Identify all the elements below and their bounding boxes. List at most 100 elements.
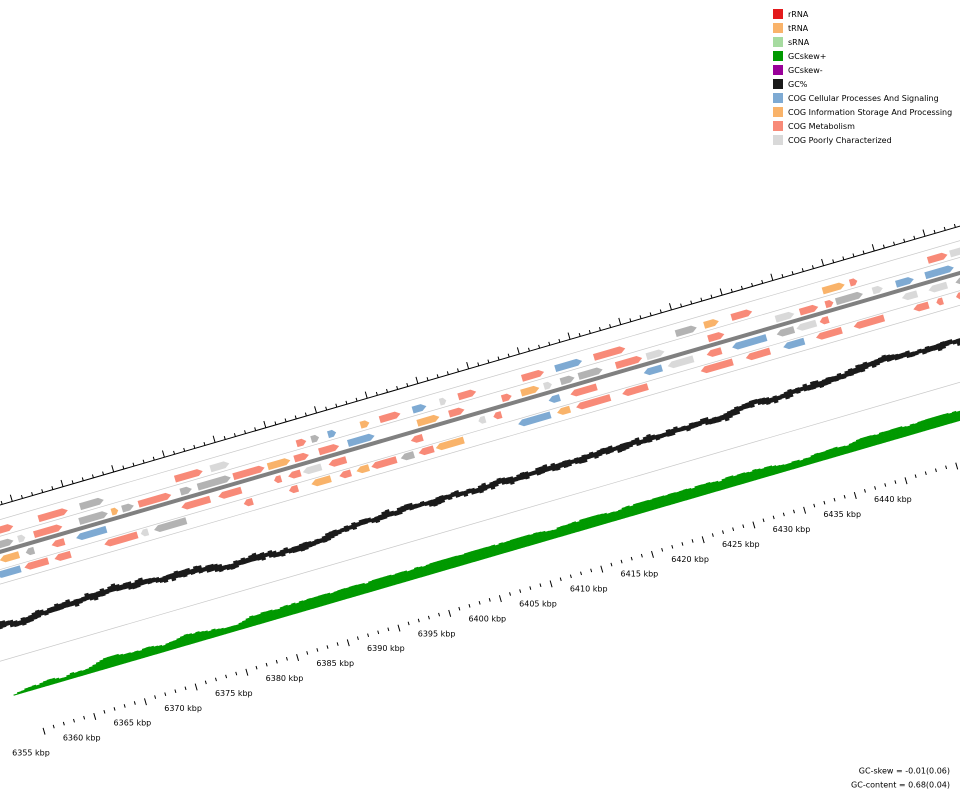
inner-tick <box>752 521 756 529</box>
inner-tick <box>468 603 471 608</box>
gene-feature <box>435 436 465 451</box>
inner-tick <box>73 718 75 723</box>
gc-skew-bar <box>725 476 733 489</box>
gene-feature <box>853 314 886 329</box>
gene-feature <box>622 383 649 396</box>
gc-skew-bar <box>398 571 406 584</box>
gene-feature <box>913 301 930 312</box>
gc-skew-bar <box>291 602 299 615</box>
gc-skew-bar <box>456 554 464 567</box>
gc-content-bar <box>681 425 687 432</box>
gene-feature <box>411 404 427 414</box>
gc-content-bar <box>314 538 320 545</box>
outer-tick <box>223 436 226 440</box>
gc-skew-bar <box>460 553 468 566</box>
outer-tick <box>304 412 307 417</box>
gc-skew-bar <box>490 544 499 557</box>
gc-skew-bar <box>417 566 426 578</box>
inner-tick <box>427 615 430 620</box>
gene-feature <box>179 486 192 496</box>
gc-skew-bar <box>58 677 64 683</box>
gc-skew-bar <box>718 480 725 491</box>
outer-tick <box>528 347 530 352</box>
outer-tick <box>60 479 64 487</box>
tick-label: 6440 kbp <box>874 495 912 504</box>
outer-tick <box>893 241 896 246</box>
outer-tick <box>426 377 429 381</box>
gc-content-bar <box>752 398 759 405</box>
gene-feature <box>104 531 139 547</box>
inner-tick <box>934 468 937 473</box>
gc-skew-bar <box>852 441 860 452</box>
gc-content-bar <box>412 503 418 510</box>
gene-feature <box>140 528 150 537</box>
gene-feature <box>707 332 725 343</box>
gc-content-bar <box>768 397 775 404</box>
gc-skew-bar <box>636 502 645 514</box>
gc-skew-bar <box>379 576 387 589</box>
gc-content-bar <box>366 517 372 524</box>
gc-content-bar <box>384 509 391 518</box>
outer-tick <box>233 433 236 437</box>
gene-feature <box>834 291 863 306</box>
gene-feature <box>310 434 320 443</box>
gc-content-bar <box>201 566 207 573</box>
gc-skew-bar <box>95 661 103 672</box>
outer-tick <box>669 303 672 311</box>
gene-feature <box>815 326 843 340</box>
gc-skew-bar <box>487 545 495 558</box>
inner-tick <box>539 583 542 587</box>
gc-skew-bar <box>20 689 26 694</box>
inner-tick <box>722 530 724 534</box>
gc-content-bar <box>921 348 927 355</box>
tick-label: 6405 kbp <box>519 600 557 609</box>
gc-skew-bar <box>172 639 180 649</box>
outer-tick <box>588 329 591 334</box>
tick-labels: 6355 kbp 6360 kbp 6365 kbp 6370 kbp 6375 kbp… <box>12 495 912 757</box>
gc-skew-bar <box>110 654 118 667</box>
gc-content-bar <box>639 439 645 445</box>
gc-content-bar <box>217 563 224 573</box>
tick-label: 6370 kbp <box>164 704 202 713</box>
gc-skew-bar <box>256 613 264 625</box>
inner-tick <box>367 633 370 638</box>
gc-skew-bar <box>913 422 921 434</box>
gene-feature <box>783 337 806 350</box>
gene-feature <box>181 495 212 510</box>
outer-tick <box>364 391 368 399</box>
gene-feature <box>121 503 134 513</box>
gc-content-bar <box>806 384 813 391</box>
gene-feature <box>926 252 948 264</box>
gc-content-bar <box>531 470 538 476</box>
gc-skew-bar <box>625 505 633 518</box>
tick-label: 6390 kbp <box>367 644 405 653</box>
gc-content-bar <box>287 547 294 554</box>
outer-tick <box>183 447 186 452</box>
gc-skew-bar <box>621 506 629 519</box>
gc-skew-bar <box>383 575 391 588</box>
gc-skew-bar <box>748 471 756 482</box>
gc-content-bar <box>917 348 923 354</box>
gc-skew-bar <box>948 412 956 424</box>
outer-tick <box>415 376 419 384</box>
gc-content-bar <box>692 421 699 428</box>
outer-tick <box>548 341 551 346</box>
tick-label: 6420 kbp <box>671 555 709 564</box>
inner-tick <box>103 710 106 714</box>
gc-skew-bar <box>471 550 479 562</box>
gc-skew-bar <box>429 562 437 575</box>
gc-skew-bar <box>440 558 449 571</box>
gc-skew-bar <box>126 652 134 663</box>
gc-skew-bar <box>295 602 303 614</box>
legend-label: GC% <box>788 80 808 89</box>
outer-tick <box>862 250 865 255</box>
gene-feature <box>821 282 845 295</box>
backbone <box>0 239 960 565</box>
outer-tick <box>882 244 885 249</box>
gc-skew-bar <box>733 475 741 486</box>
track-guide <box>0 226 960 549</box>
gc-skew-bar <box>875 433 883 445</box>
gc-content-bar <box>496 477 503 485</box>
gene-feature <box>732 334 768 350</box>
